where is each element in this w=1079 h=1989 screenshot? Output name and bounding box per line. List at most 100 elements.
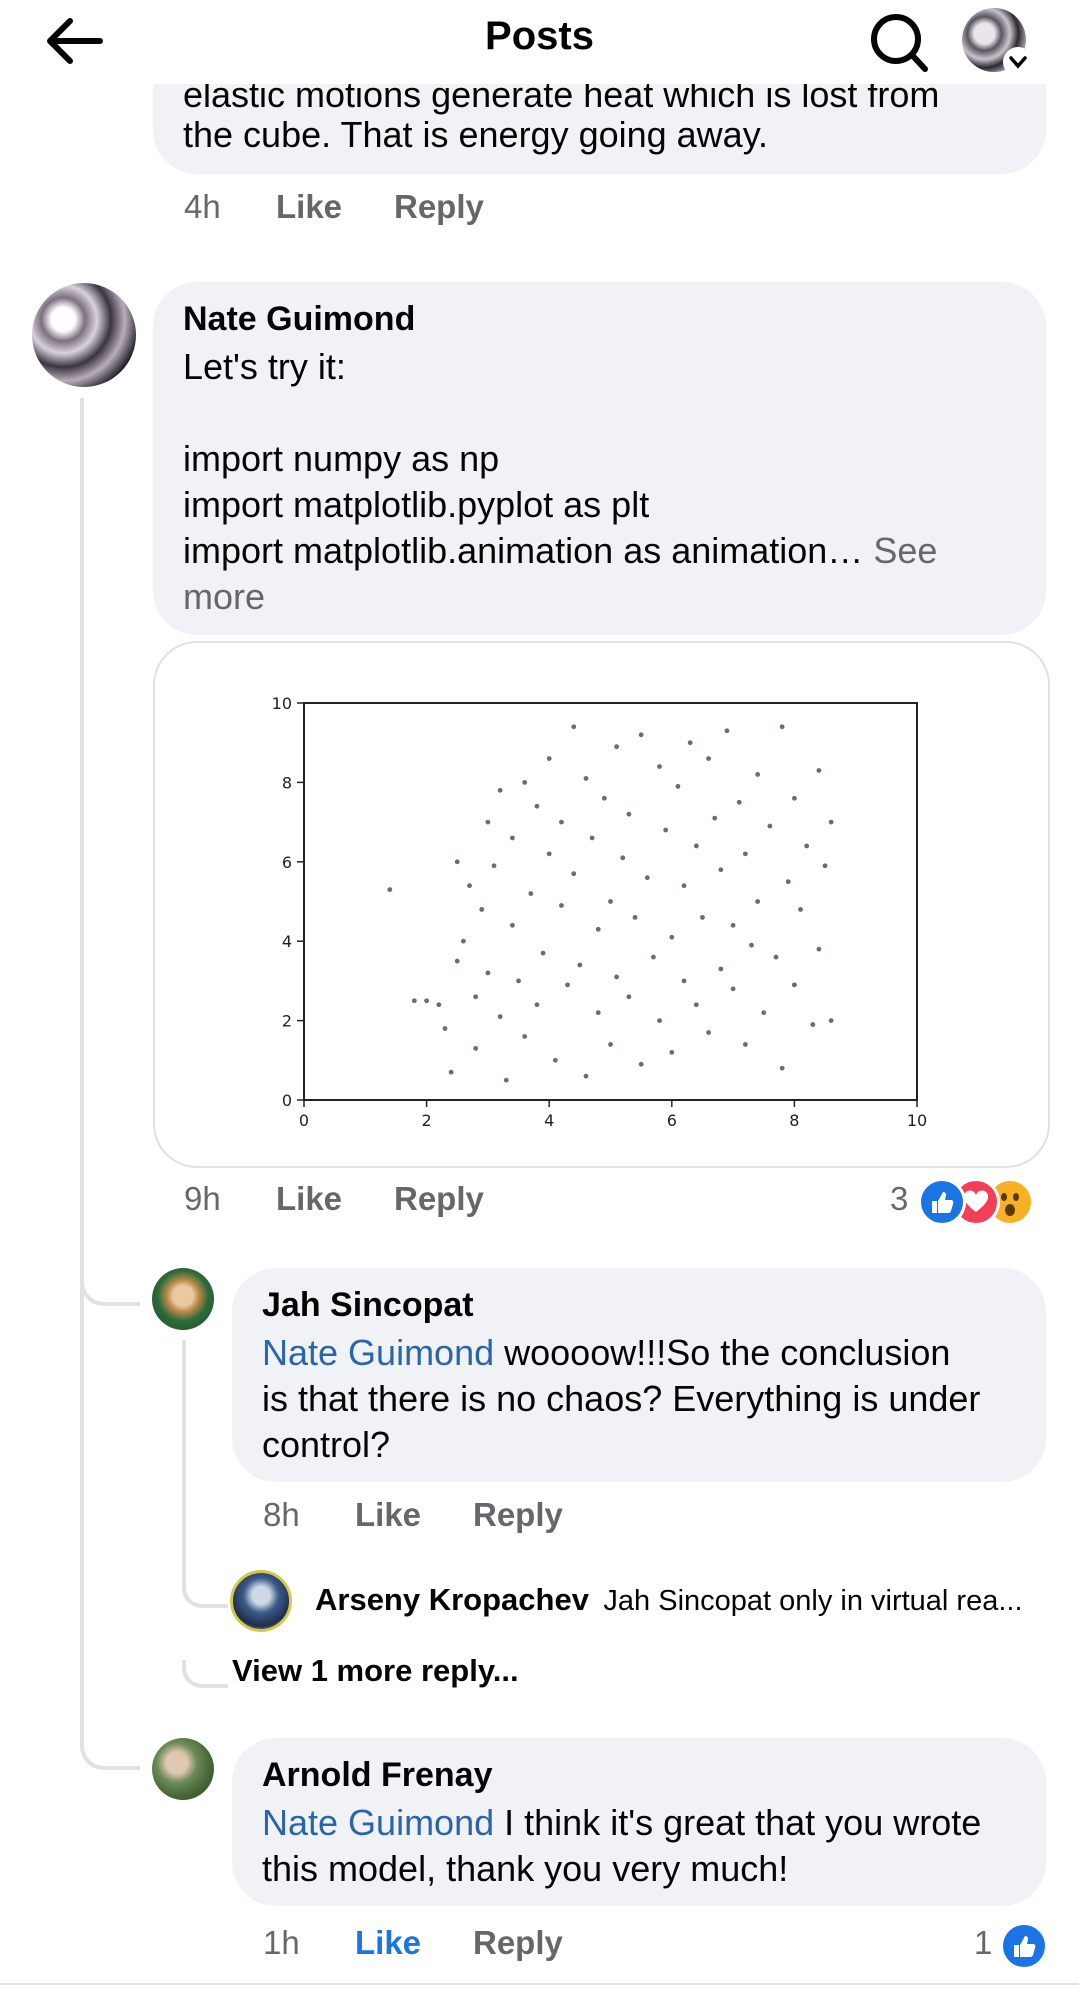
reaction-count: 1: [974, 1924, 992, 1962]
reply-author[interactable]: Arnold Frenay: [262, 1756, 492, 1795]
scatter-point: [584, 776, 589, 781]
scatter-point: [663, 828, 668, 833]
scatter-point: [510, 923, 515, 928]
image-attachment[interactable]: 0 2 4 6 8 10 0 2 4 6 8 10: [153, 641, 1050, 1168]
scatter-point: [571, 724, 576, 729]
scatter-point: [626, 994, 631, 999]
comment-bubble: Nate Guimond Let's try it: import numpy …: [153, 282, 1046, 635]
scatter-point: [449, 1070, 454, 1075]
y-tick-label: 0: [282, 1091, 292, 1110]
scatter-point: [479, 907, 484, 912]
scatter-point: [504, 1078, 509, 1083]
comment-line: import matplotlib.animation as animation…: [183, 528, 937, 574]
comment-author[interactable]: Nate Guimond: [183, 300, 415, 339]
scatter-point: [553, 1058, 558, 1063]
scatter-point: [596, 927, 601, 932]
reply-button[interactable]: Reply: [473, 1496, 563, 1534]
scatter-point: [455, 959, 460, 964]
scatter-point: [492, 863, 497, 868]
scatter-point: [541, 951, 546, 956]
nested-reply-preview[interactable]: Arseny Kropachev Jah Sincopat only in vi…: [315, 1582, 1045, 1626]
scatter-point: [657, 1018, 662, 1023]
comment-time: 9h: [184, 1180, 221, 1218]
scatter-point: [473, 994, 478, 999]
reply-line: this model, thank you very much!: [262, 1846, 788, 1892]
scatter-point: [755, 899, 760, 904]
y-tick-label: 2: [282, 1012, 292, 1031]
thread-line: [80, 398, 84, 1298]
scatter-point: [645, 875, 650, 880]
scatter-point: [639, 1062, 644, 1067]
scatter-point: [682, 883, 687, 888]
scatter-point: [559, 903, 564, 908]
scatter-point: [780, 1066, 785, 1071]
mention-link[interactable]: Nate Guimond: [262, 1802, 494, 1843]
reply-bubble: Jah Sincopat Nate Guimond woooow!!!So th…: [232, 1268, 1046, 1482]
reply-text: woooow!!!So the conclusion: [504, 1332, 950, 1373]
scatter-point: [614, 744, 619, 749]
reply-author[interactable]: Jah Sincopat: [262, 1286, 474, 1325]
nested-reply-author: Arseny Kropachev: [315, 1582, 589, 1617]
scatter-point: [780, 724, 785, 729]
like-button[interactable]: Like: [355, 1924, 421, 1962]
scatter-point: [829, 1018, 834, 1023]
view-more-replies-link[interactable]: View 1 more reply...: [232, 1653, 519, 1689]
like-button[interactable]: Like: [276, 1180, 342, 1218]
scatter-point: [743, 851, 748, 856]
scatter-point: [700, 915, 705, 920]
scatter-point: [786, 879, 791, 884]
scatter-point: [804, 844, 809, 849]
avatar[interactable]: [32, 283, 136, 387]
reply-button[interactable]: Reply: [473, 1924, 563, 1962]
scatter-point: [731, 923, 736, 928]
mention-link[interactable]: Nate Guimond: [262, 1332, 494, 1373]
scatter-point: [669, 1050, 674, 1055]
scatter-point: [455, 859, 460, 864]
y-tick-label: 4: [282, 932, 292, 951]
reaction-summary[interactable]: 1: [970, 1920, 1050, 1970]
scatter-point: [547, 756, 552, 761]
scatter-point: [694, 844, 699, 849]
reaction-summary[interactable]: 3: [888, 1176, 1048, 1228]
scatter-point: [528, 891, 533, 896]
reply-button[interactable]: Reply: [394, 1180, 484, 1218]
scatter-point: [706, 1030, 711, 1035]
thread-line-branch: [182, 1660, 228, 1688]
x-tick-label: 8: [789, 1111, 799, 1130]
scatter-point: [412, 998, 417, 1003]
scatter-point: [590, 836, 595, 841]
scatter-point: [424, 998, 429, 1003]
scatter-point: [657, 764, 662, 769]
scatter-point: [823, 863, 828, 868]
like-button[interactable]: Like: [276, 188, 342, 226]
scatter-point: [608, 899, 613, 904]
scatter-point: [798, 907, 803, 912]
comment-time: 4h: [184, 188, 221, 226]
avatar[interactable]: [152, 1268, 214, 1330]
scatter-point: [651, 955, 656, 960]
chevron-down-icon[interactable]: [1003, 47, 1033, 77]
see-more-link[interactable]: See: [873, 530, 937, 571]
scatter-point: [535, 1002, 540, 1007]
scatter-point: [737, 800, 742, 805]
x-tick-label: 10: [907, 1111, 927, 1130]
x-tick-label: 0: [299, 1111, 309, 1130]
top-bar: Posts: [0, 0, 1079, 84]
scatter-point: [443, 1026, 448, 1031]
scatter-point: [639, 732, 644, 737]
y-tick-label: 10: [272, 694, 292, 713]
reply-button[interactable]: Reply: [394, 188, 484, 226]
see-more-link[interactable]: more: [183, 574, 265, 620]
scatter-point: [535, 804, 540, 809]
scatter-point: [749, 943, 754, 948]
avatar[interactable]: [152, 1738, 214, 1800]
scatter-point: [602, 796, 607, 801]
scatter-point: [461, 939, 466, 944]
previous-comment-text: the cube. That is energy going away.: [183, 112, 768, 158]
x-tick-label: 2: [422, 1111, 432, 1130]
like-button[interactable]: Like: [355, 1496, 421, 1534]
search-icon[interactable]: [868, 12, 930, 74]
reply-actions: 8h Like Reply: [0, 1496, 1079, 1540]
reply-actions: 1h Like Reply: [0, 1924, 1079, 1968]
avatar[interactable]: [230, 1570, 292, 1632]
